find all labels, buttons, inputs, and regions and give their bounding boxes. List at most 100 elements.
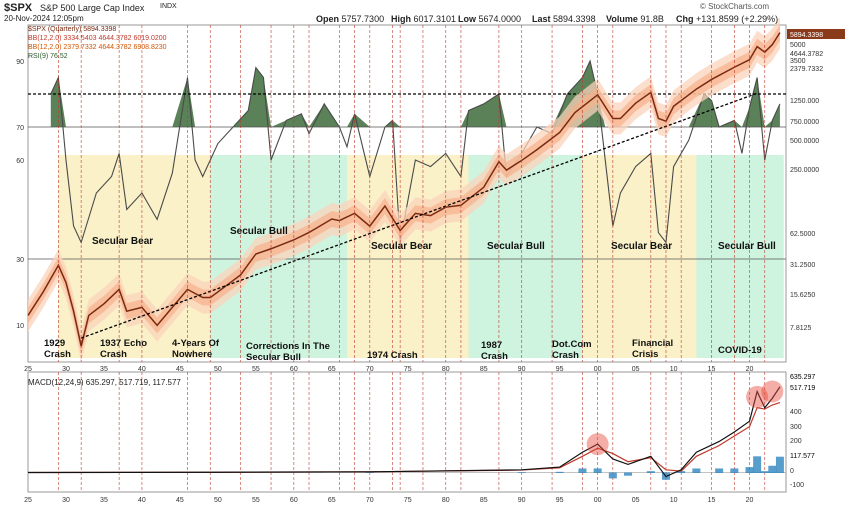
x-tick-macd-80: 80 <box>442 497 450 504</box>
macd-histogram-bar-11 <box>677 471 686 473</box>
zone-bear-4 <box>582 155 697 358</box>
right-axis-tick-1: 5000 <box>790 42 806 49</box>
right-axis-tick-6: 750.0000 <box>790 119 819 126</box>
macd-histogram-bar-14 <box>730 468 739 473</box>
macd-histogram-bar-19 <box>775 456 784 473</box>
x-tick-macd-70: 70 <box>366 497 374 504</box>
ohlc-low: Low 5674.0000 <box>458 14 521 24</box>
macd-histogram-bar-6 <box>593 468 602 473</box>
watermark: © StockCharts.com <box>700 2 770 11</box>
macd-histogram-bar-18 <box>768 465 777 473</box>
left-axis-tick-60: 60 <box>16 158 24 165</box>
macd-peak-circle-2 <box>761 380 784 403</box>
macd-y-tick-6: 0 <box>790 468 794 475</box>
open-label: Open <box>316 14 340 24</box>
macd-histogram-bar-15 <box>745 467 754 473</box>
x-tick-main-95: 95 <box>556 366 564 373</box>
right-axis-tick-9: 62.5000 <box>790 231 815 238</box>
last-price-badge <box>787 29 845 39</box>
left-axis-tick-10: 10 <box>16 323 24 330</box>
header-date: 20-Nov-2024 12:05pm <box>4 14 84 23</box>
zone-label-2: Secular Bear <box>371 241 433 252</box>
event-label-7: Financial Crisis <box>632 338 674 360</box>
macd-histogram-bar-16 <box>753 456 762 473</box>
event-label-4: 1974 Crash <box>367 350 418 361</box>
high-label: High <box>391 14 411 24</box>
macd-y-tick-0: 635.297 <box>790 374 815 381</box>
x-tick-macd-40: 40 <box>138 497 146 504</box>
ohlc-open: Open 5757.7300 <box>316 14 384 24</box>
x-tick-main-30: 30 <box>62 366 70 373</box>
volume-label: Volume <box>606 14 638 24</box>
rsi-line <box>50 59 781 245</box>
macd-histogram-bar-9 <box>646 471 655 473</box>
x-tick-macd-15: 15 <box>708 497 716 504</box>
macd-y-tick-2: 400 <box>790 409 802 416</box>
ohlc-last: Last 5894.3398 <box>532 14 596 24</box>
left-axis-tick-30: 30 <box>16 257 24 264</box>
macd-histogram-bar-2 <box>365 472 374 473</box>
right-axis-tick-2: 4644.3782 <box>790 51 823 58</box>
macd-histogram-bar-12 <box>692 468 701 473</box>
legend-rsi: RSI(9) 76.52 <box>28 53 68 60</box>
zone-bull-5 <box>696 155 784 358</box>
macd-peak-circle-1 <box>746 385 769 408</box>
x-tick-macd-45: 45 <box>176 497 184 504</box>
x-tick-macd-35: 35 <box>100 497 108 504</box>
x-tick-main-50: 50 <box>214 366 222 373</box>
x-tick-macd-85: 85 <box>480 497 488 504</box>
x-tick-macd-20: 20 <box>746 497 754 504</box>
macd-line <box>27 386 781 478</box>
x-tick-macd-55: 55 <box>252 497 260 504</box>
bollinger-band-inner <box>28 24 780 355</box>
zone-label-1: Secular Bull <box>230 226 288 237</box>
x-tick-main-45: 45 <box>176 366 184 373</box>
high-value: 6017.3101 <box>413 14 457 24</box>
last-value: 5894.3398 <box>553 14 596 24</box>
x-tick-main-20: 20 <box>746 366 754 373</box>
ohlc-volume: Volume 91.8B <box>606 14 664 24</box>
legend-bb1: BB(12,2.0) 3334.5403 4644.3782 6019.0200 <box>28 35 167 42</box>
x-tick-main-80: 80 <box>442 366 450 373</box>
macd-histogram-bar-13 <box>715 468 724 473</box>
x-tick-main-75: 75 <box>404 366 412 373</box>
ohlc-high: High 6017.3101 <box>391 14 456 24</box>
x-tick-main-60: 60 <box>290 366 298 373</box>
zone-label-0: Secular Bear <box>92 236 154 247</box>
x-tick-macd-60: 60 <box>290 497 298 504</box>
x-tick-macd-75: 75 <box>404 497 412 504</box>
chg-label: Chg <box>676 14 694 24</box>
zone-label-4: Secular Bear <box>611 241 673 252</box>
macd-histogram-bar-5 <box>578 468 587 473</box>
x-tick-macd-90: 90 <box>518 497 526 504</box>
zone-label-3: Secular Bull <box>487 241 545 252</box>
x-tick-main-15: 15 <box>708 366 716 373</box>
volume-value: 91.8B <box>640 14 664 24</box>
last-label: Last <box>532 14 551 24</box>
x-tick-main-35: 35 <box>100 366 108 373</box>
low-value: 5674.0000 <box>478 14 522 24</box>
low-label: Low <box>458 14 476 24</box>
header-exchange: INDX <box>160 3 177 10</box>
macd-histogram-bar-7 <box>608 472 617 479</box>
right-axis-tick-12: 7.8125 <box>790 325 812 332</box>
right-axis-tick-3: 3500 <box>790 58 806 65</box>
header-symbol: $SPX <box>4 2 33 14</box>
zone-label-5: Secular Bull <box>718 241 776 252</box>
macd-histogram-bar-3 <box>517 472 526 473</box>
event-label-1: 1937 Echo Crash <box>100 338 147 360</box>
x-tick-main-00: 00 <box>594 366 602 373</box>
right-axis-tick-8: 250.0000 <box>790 167 819 174</box>
zone-bear-2 <box>346 155 469 358</box>
right-axis-tick-0: 5894.3398 <box>790 32 823 39</box>
x-tick-macd-00: 00 <box>594 497 602 504</box>
macd-y-tick-1: 517.719 <box>790 385 815 392</box>
macd-y-tick-5: 117.577 <box>790 453 815 460</box>
x-tick-main-25: 25 <box>24 366 32 373</box>
left-axis-tick-90: 90 <box>16 59 24 66</box>
x-tick-macd-05: 05 <box>632 497 640 504</box>
right-axis-tick-5: 1250.000 <box>790 98 819 105</box>
event-label-2: 4-Years Of Nowhere <box>172 338 219 360</box>
right-axis-tick-4: 2379.7332 <box>790 66 823 73</box>
